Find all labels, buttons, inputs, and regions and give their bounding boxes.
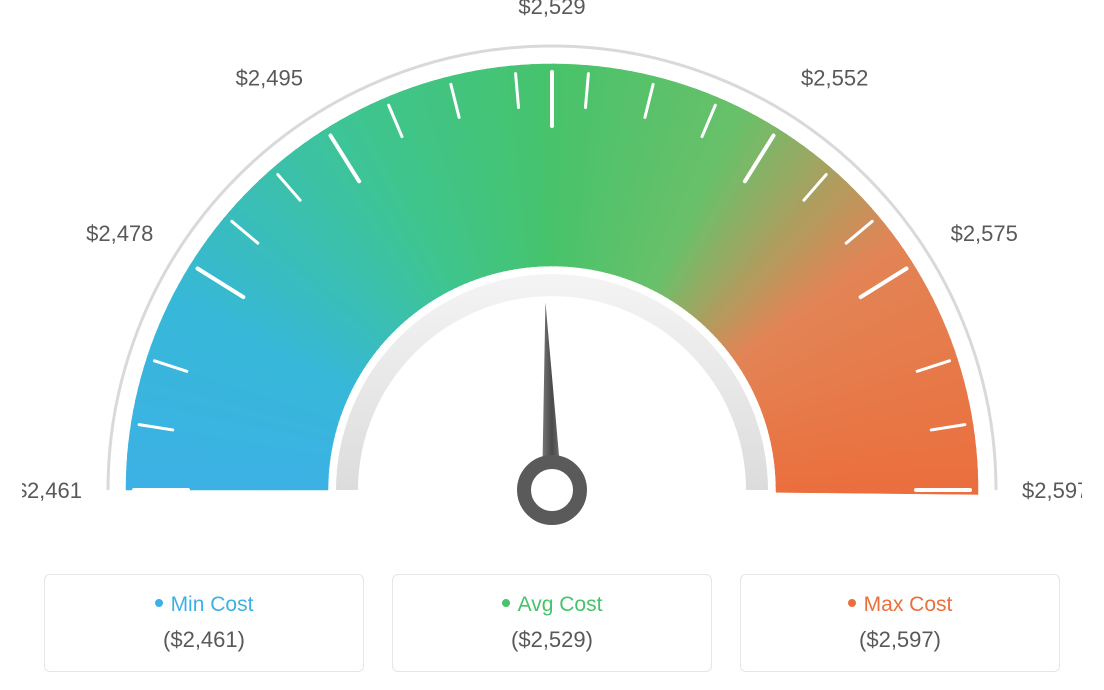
legend-value-avg: ($2,529) xyxy=(511,627,593,653)
svg-text:$2,529: $2,529 xyxy=(518,0,585,19)
dot-icon xyxy=(502,599,510,607)
legend-value-min: ($2,461) xyxy=(163,627,245,653)
svg-text:$2,495: $2,495 xyxy=(236,65,303,90)
svg-text:$2,552: $2,552 xyxy=(801,65,868,90)
legend-title-text: Max Cost xyxy=(864,593,953,616)
svg-text:$2,478: $2,478 xyxy=(86,221,153,246)
svg-text:$2,461: $2,461 xyxy=(22,478,82,503)
legend-title-max: Max Cost xyxy=(848,593,953,617)
legend-title-text: Min Cost xyxy=(171,593,254,616)
gauge-svg: $2,461 $2,478 $2,495 $2,529 $2,552 $2,575 $2,5… xyxy=(22,0,1082,540)
legend-row: Min Cost ($2,461) Avg Cost ($2,529) Max … xyxy=(0,574,1104,672)
legend-title-text: Avg Cost xyxy=(518,593,603,616)
legend-card-max: Max Cost ($2,597) xyxy=(740,574,1060,672)
dot-icon xyxy=(155,599,163,607)
legend-title-min: Min Cost xyxy=(155,593,254,617)
legend-card-min: Min Cost ($2,461) xyxy=(44,574,364,672)
legend-card-avg: Avg Cost ($2,529) xyxy=(392,574,712,672)
legend-value-max: ($2,597) xyxy=(859,627,941,653)
chart-container: $2,461 $2,478 $2,495 $2,529 $2,552 $2,575 $2,5… xyxy=(0,0,1104,690)
legend-title-avg: Avg Cost xyxy=(502,593,603,617)
svg-text:$2,575: $2,575 xyxy=(951,221,1018,246)
svg-text:$2,597: $2,597 xyxy=(1022,478,1082,503)
gauge-chart: $2,461 $2,478 $2,495 $2,529 $2,552 $2,575 $2,5… xyxy=(0,0,1104,530)
dot-icon xyxy=(848,599,856,607)
